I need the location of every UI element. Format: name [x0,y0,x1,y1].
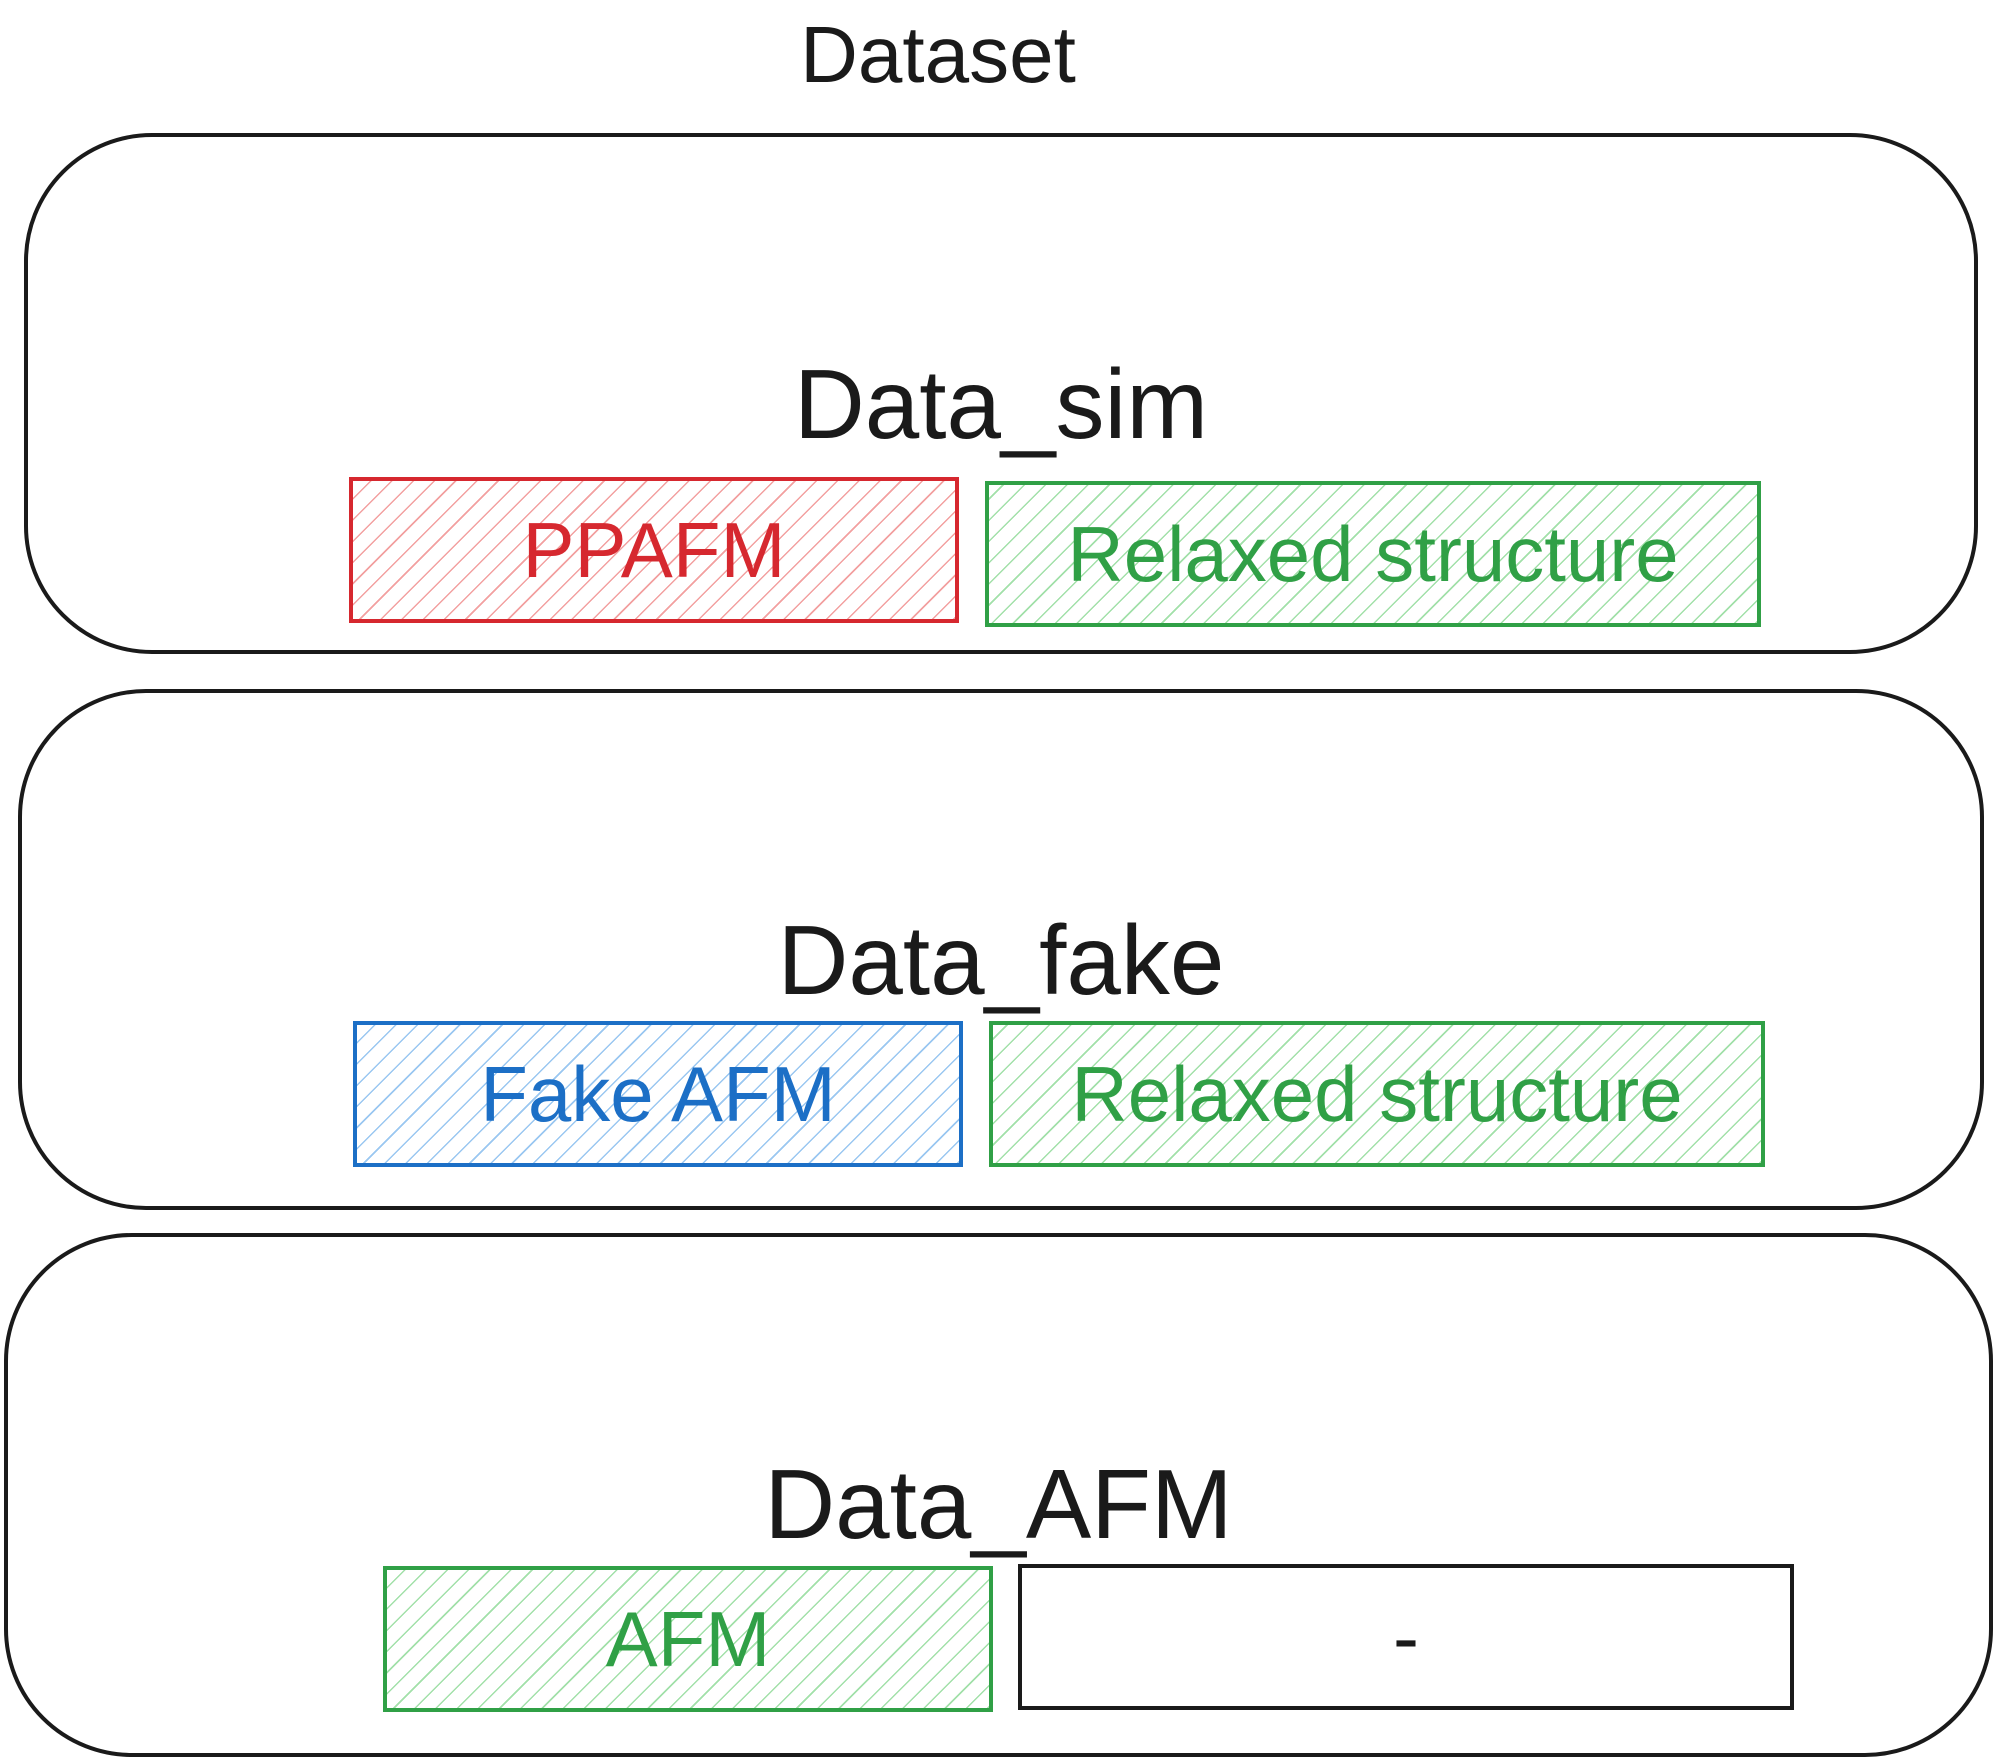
group-label-data-fake: Data_fake [777,905,1225,1015]
cell-fake-afm: Fake AFM [353,1021,963,1167]
cell-ppafm: PPAFM [349,477,959,623]
diagram-title: Dataset [800,10,1076,99]
cell-relaxed-structure-sim: Relaxed structure [985,481,1761,627]
cell-afm: AFM [383,1566,993,1712]
group-label-data-afm: Data_AFM [764,1449,1233,1559]
cell-empty-dash: - [1018,1564,1794,1710]
group-label-data-sim: Data_sim [794,349,1208,459]
cell-relaxed-structure-fake: Relaxed structure [989,1021,1765,1167]
